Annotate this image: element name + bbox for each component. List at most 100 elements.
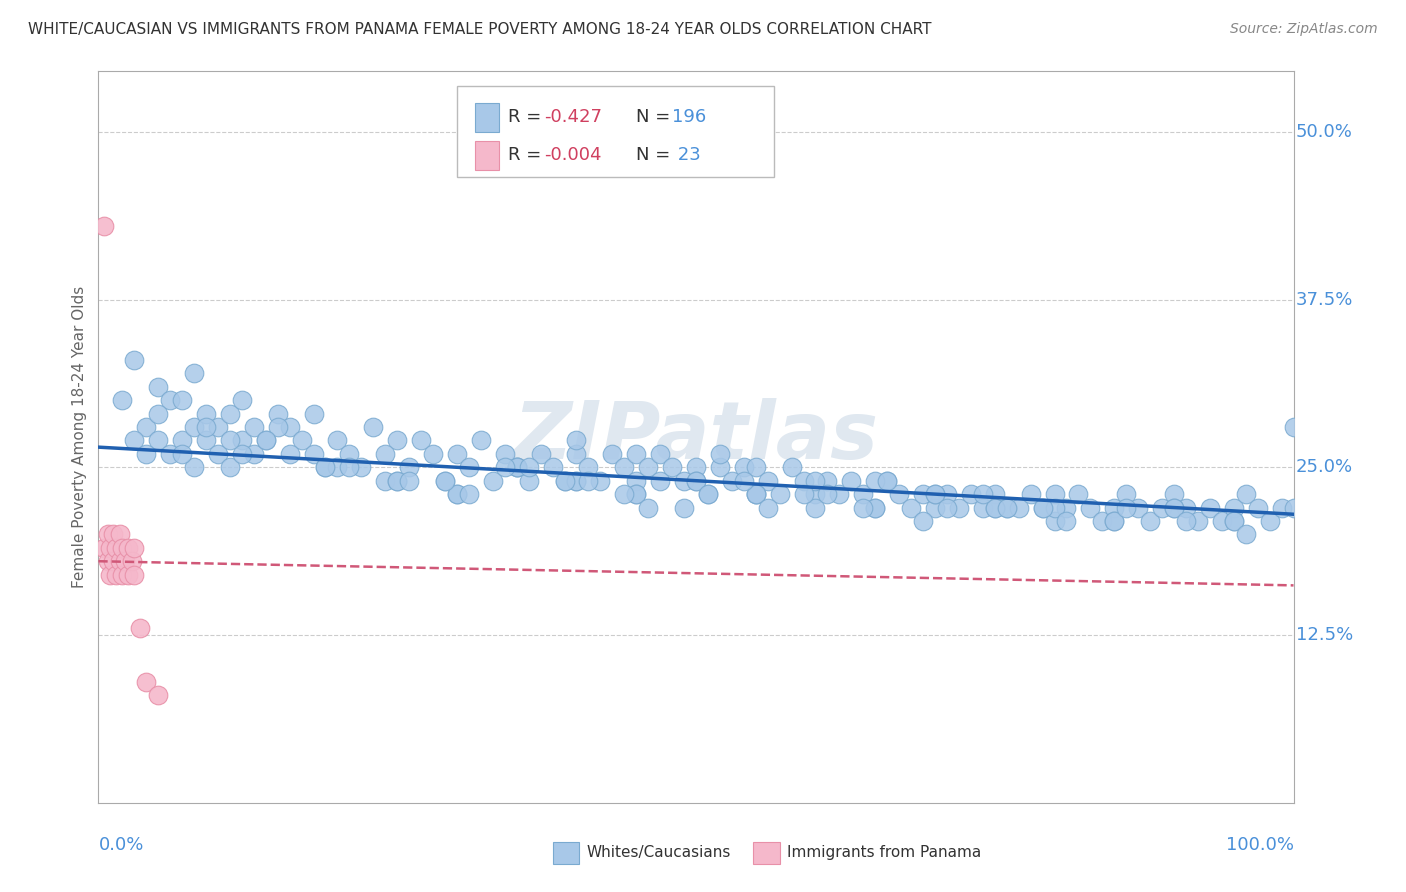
Point bbox=[183, 367, 205, 381]
FancyBboxPatch shape bbox=[457, 86, 773, 178]
Point bbox=[121, 554, 143, 568]
Text: 50.0%: 50.0% bbox=[1296, 123, 1353, 141]
Point bbox=[1187, 514, 1209, 528]
Point bbox=[267, 420, 290, 434]
Point bbox=[554, 474, 576, 488]
Point bbox=[207, 420, 229, 434]
Point bbox=[648, 447, 672, 461]
Point bbox=[339, 447, 361, 461]
Text: R =: R = bbox=[509, 109, 547, 127]
Text: 23: 23 bbox=[672, 146, 700, 164]
Text: Whites/Caucasians: Whites/Caucasians bbox=[586, 845, 730, 860]
Point bbox=[315, 460, 337, 475]
Point bbox=[291, 434, 314, 448]
Point bbox=[685, 474, 707, 488]
Point bbox=[1234, 527, 1257, 541]
Point bbox=[1056, 500, 1078, 515]
Point bbox=[398, 460, 420, 475]
Point bbox=[1115, 487, 1137, 501]
Point bbox=[530, 447, 553, 461]
Y-axis label: Female Poverty Among 18-24 Year Olds: Female Poverty Among 18-24 Year Olds bbox=[72, 286, 87, 588]
Point bbox=[1223, 514, 1246, 528]
Point bbox=[924, 500, 946, 515]
FancyBboxPatch shape bbox=[475, 103, 499, 132]
Point bbox=[984, 500, 1007, 515]
Point bbox=[697, 487, 720, 501]
Point bbox=[793, 474, 815, 488]
Point bbox=[458, 487, 481, 501]
Point bbox=[1152, 500, 1174, 515]
Point bbox=[326, 434, 349, 448]
Point bbox=[1104, 514, 1126, 528]
Point bbox=[129, 621, 152, 635]
Point bbox=[721, 474, 744, 488]
Point bbox=[589, 474, 612, 488]
Point bbox=[554, 474, 576, 488]
Point bbox=[911, 487, 934, 501]
Point bbox=[243, 447, 266, 461]
Point bbox=[648, 474, 672, 488]
Point bbox=[865, 500, 887, 515]
Point bbox=[517, 460, 540, 475]
Point bbox=[385, 474, 409, 488]
Point bbox=[756, 500, 779, 515]
Point bbox=[494, 460, 516, 475]
Point bbox=[804, 487, 827, 501]
Point bbox=[1115, 500, 1137, 515]
Point bbox=[1175, 500, 1198, 515]
Point bbox=[278, 420, 301, 434]
Point bbox=[1282, 500, 1305, 515]
Point bbox=[815, 474, 838, 488]
Point bbox=[101, 554, 124, 568]
Point bbox=[219, 460, 242, 475]
Point bbox=[135, 420, 157, 434]
Point bbox=[267, 407, 290, 421]
Point bbox=[231, 434, 253, 448]
Point bbox=[685, 474, 707, 488]
Point bbox=[398, 474, 420, 488]
Point bbox=[780, 460, 803, 475]
Point bbox=[374, 447, 396, 461]
Point bbox=[98, 567, 122, 582]
Point bbox=[768, 487, 790, 501]
Point bbox=[195, 407, 218, 421]
Point bbox=[984, 487, 1007, 501]
Text: 25.0%: 25.0% bbox=[1296, 458, 1353, 476]
Point bbox=[124, 434, 146, 448]
Point bbox=[1163, 487, 1185, 501]
Point bbox=[302, 407, 325, 421]
Point bbox=[1043, 514, 1066, 528]
Point bbox=[97, 554, 120, 568]
Point bbox=[117, 541, 139, 555]
Point bbox=[841, 474, 863, 488]
Point bbox=[578, 460, 600, 475]
Point bbox=[385, 434, 409, 448]
Point bbox=[565, 474, 588, 488]
Point bbox=[494, 447, 516, 461]
Point bbox=[1163, 500, 1185, 515]
Point bbox=[852, 500, 875, 515]
Point bbox=[661, 460, 683, 475]
Point bbox=[936, 487, 959, 501]
Point bbox=[1223, 500, 1246, 515]
Text: -0.427: -0.427 bbox=[544, 109, 602, 127]
Point bbox=[231, 447, 253, 461]
FancyBboxPatch shape bbox=[754, 841, 780, 863]
Point bbox=[733, 474, 755, 488]
Point bbox=[924, 487, 946, 501]
Point bbox=[865, 474, 887, 488]
Point bbox=[231, 393, 253, 408]
Point bbox=[578, 474, 600, 488]
Point bbox=[422, 447, 444, 461]
Point bbox=[148, 434, 170, 448]
Point bbox=[117, 567, 139, 582]
Point bbox=[101, 527, 124, 541]
Point bbox=[995, 500, 1018, 515]
Point bbox=[1211, 514, 1233, 528]
Point bbox=[350, 460, 373, 475]
Point bbox=[183, 460, 205, 475]
Point bbox=[326, 460, 349, 475]
Point bbox=[278, 447, 301, 461]
Point bbox=[1056, 514, 1078, 528]
Point bbox=[1091, 514, 1114, 528]
